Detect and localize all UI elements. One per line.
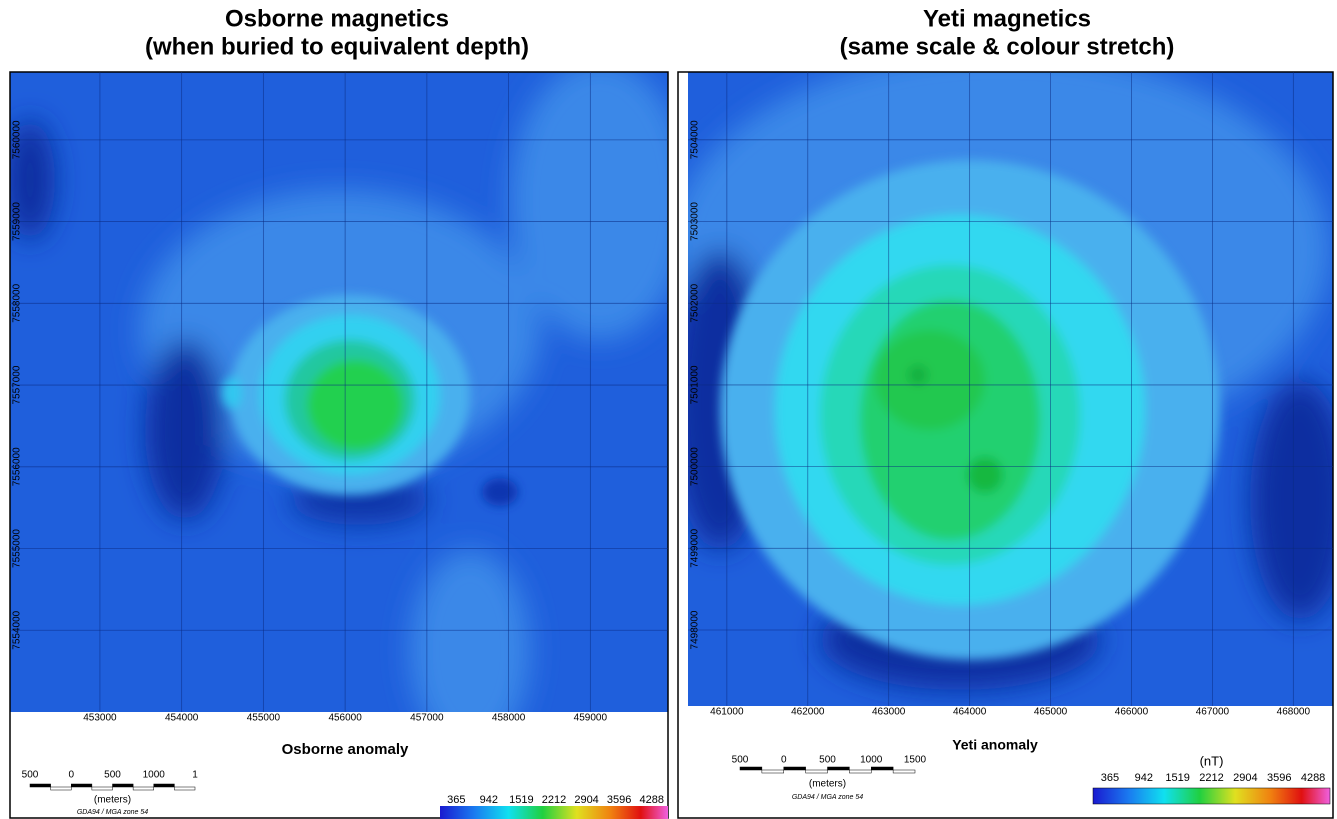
y-tick-label: 7554000 (12, 610, 23, 649)
panel-title: (when buried to equivalent depth) (145, 33, 529, 60)
y-tick-label: 7558000 (12, 283, 23, 322)
scale-bar-segment (174, 786, 196, 791)
left-frame (9, 71, 669, 819)
scale-bar-segment (849, 769, 872, 774)
colorbar-label: 3596 (607, 794, 631, 806)
colorbar-label: 1519 (1165, 772, 1189, 784)
scale-bar-segment (761, 769, 784, 774)
scale-bar-label: 1000 (143, 770, 166, 781)
datum: GDA94 / MGA zone 54 (77, 809, 148, 816)
scale-bar-label: 500 (104, 770, 121, 781)
osborne-image (10, 72, 668, 712)
x-tick-label: 466000 (1115, 707, 1149, 718)
left-colorbar (440, 806, 668, 819)
scale-bar-label: 1 (192, 770, 198, 781)
colorbar-label: 365 (447, 794, 465, 806)
scale-bar-segment (871, 766, 894, 771)
scale-bar-segment (805, 769, 828, 774)
x-tick-label: 459000 (574, 713, 608, 724)
y-tick-label: 7557000 (12, 365, 23, 404)
y-tick-label: 7556000 (12, 447, 23, 486)
x-tick-label: 455000 (247, 713, 281, 724)
y-tick-label: 7502000 (690, 283, 701, 322)
y-tick-label: 7504000 (690, 120, 701, 159)
x-tick-label: 457000 (410, 713, 444, 724)
y-tick-label: 7555000 (12, 529, 23, 568)
y-tick-label: 7501000 (690, 365, 701, 404)
colorbar-label: 2212 (542, 794, 566, 806)
colorbar-label: 2904 (574, 794, 598, 806)
colorbar-label: 4288 (1301, 772, 1325, 784)
scale-bar-segment (827, 766, 850, 771)
panel-title: Osborne magnetics (225, 5, 449, 32)
scale-bar-segment (91, 786, 113, 791)
x-tick-label: 454000 (165, 713, 199, 724)
x-tick-label: 453000 (83, 713, 117, 724)
x-tick-label: 465000 (1034, 707, 1068, 718)
x-tick-label: 467000 (1196, 707, 1230, 718)
anomaly-label: Osborne anomaly (282, 741, 409, 758)
x-tick-label: 461000 (710, 707, 744, 718)
scale-bar-label: 0 (68, 770, 74, 781)
colorbar-label: 942 (480, 794, 498, 806)
scale-bar-segment (132, 786, 154, 791)
colorbar-label: 4288 (639, 794, 663, 806)
x-tick-label: 463000 (872, 707, 906, 718)
colorbar-label: 1519 (509, 794, 533, 806)
y-tick-label: 7498000 (690, 610, 701, 649)
scale-bar-label: 1000 (860, 755, 883, 766)
x-tick-label: 458000 (492, 713, 526, 724)
scale-bar-label: 500 (819, 755, 836, 766)
scale-bar-segment (153, 783, 175, 788)
x-tick-label: 468000 (1277, 707, 1311, 718)
scale-bar-segment (29, 783, 51, 788)
scale-bar-segment (892, 769, 916, 774)
y-tick-label: 7503000 (690, 202, 701, 241)
panel-title: Yeti magnetics (923, 5, 1091, 32)
y-tick-label: 7560000 (12, 120, 23, 159)
scale-bar-segment (112, 783, 134, 788)
colorbar-label: 2212 (1199, 772, 1223, 784)
x-tick-label: 462000 (791, 707, 825, 718)
scale-bar-segment (739, 766, 763, 771)
x-tick-label: 464000 (953, 707, 987, 718)
scale-bar-segment (783, 766, 806, 771)
x-tick-label: 456000 (328, 713, 362, 724)
y-tick-label: 7499000 (690, 528, 701, 567)
scale-bar-label: 500 (22, 770, 39, 781)
colorbar-label: 3596 (1267, 772, 1291, 784)
right-frame (677, 71, 1334, 819)
anomaly-label: Yeti anomaly (952, 737, 1038, 753)
datum: GDA94 / MGA zone 54 (792, 794, 863, 801)
colorbar-label: 365 (1101, 772, 1119, 784)
colorbar-unit: (nT) (1200, 753, 1224, 768)
panel-title: (same scale & colour stretch) (840, 33, 1175, 60)
scale-bar-unit: (meters) (94, 795, 131, 806)
colorbar-label: 942 (1135, 772, 1153, 784)
y-tick-label: 7559000 (12, 202, 23, 241)
scale-bar-segment (50, 786, 72, 791)
scale-bar-label: 0 (781, 755, 787, 766)
colorbar-label: 2904 (1233, 772, 1257, 784)
scale-bar-segment (71, 783, 93, 788)
scale-bar-unit: (meters) (809, 779, 846, 790)
scale-bar-label: 1500 (904, 755, 927, 766)
y-tick-label: 7500000 (690, 447, 701, 486)
scale-bar-label: 500 (732, 755, 749, 766)
right-colorbar (1092, 787, 1331, 805)
yeti-image (688, 72, 1333, 706)
